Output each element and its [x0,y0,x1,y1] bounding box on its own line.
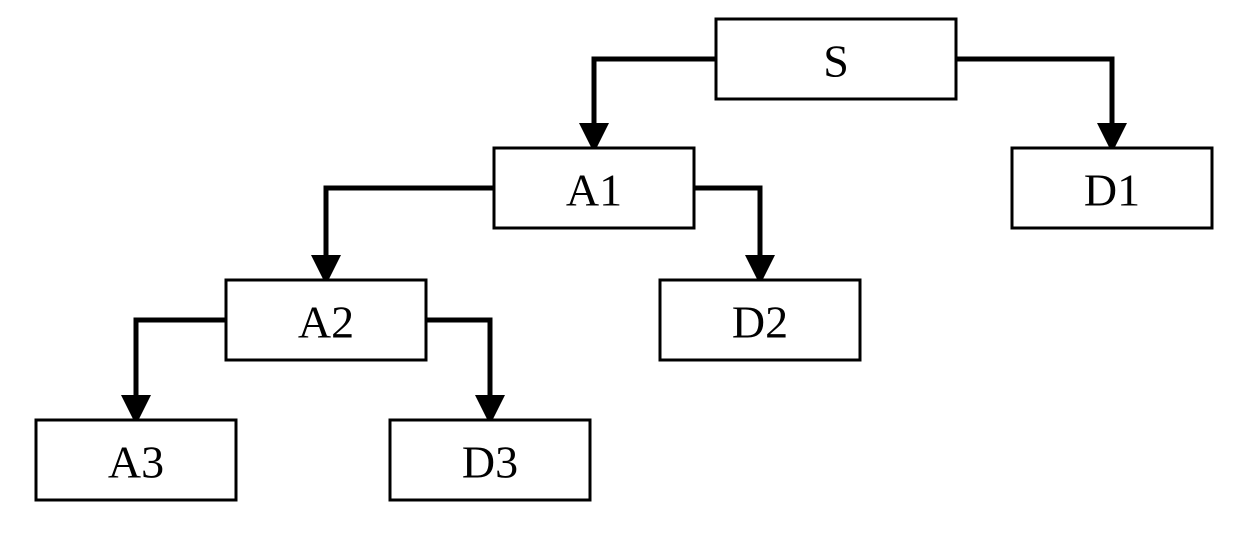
node-label: A3 [108,437,164,488]
edge-S-D1 [956,59,1112,148]
edge-A1-D2 [694,188,760,280]
node-label: S [823,36,849,87]
edge-S-A1 [594,59,716,148]
edge-A2-A3 [136,320,226,420]
node-d1: D1 [1012,148,1212,228]
node-d3: D3 [390,420,590,500]
node-d2: D2 [660,280,860,360]
node-label: D1 [1084,165,1140,216]
node-a1: A1 [494,148,694,228]
node-label: A1 [566,165,622,216]
node-label: D2 [732,297,788,348]
node-label: D3 [462,437,518,488]
node-s: S [716,19,956,99]
node-a2: A2 [226,280,426,360]
edge-A1-A2 [326,188,494,280]
edges-layer [136,59,1112,420]
node-a3: A3 [36,420,236,500]
edge-A2-D3 [426,320,490,420]
nodes-layer: S A1 D1 A2 D2 A3 D3 [36,19,1212,500]
node-label: A2 [298,297,354,348]
wavelet-decomposition-tree: S A1 D1 A2 D2 A3 D3 [0,0,1252,551]
